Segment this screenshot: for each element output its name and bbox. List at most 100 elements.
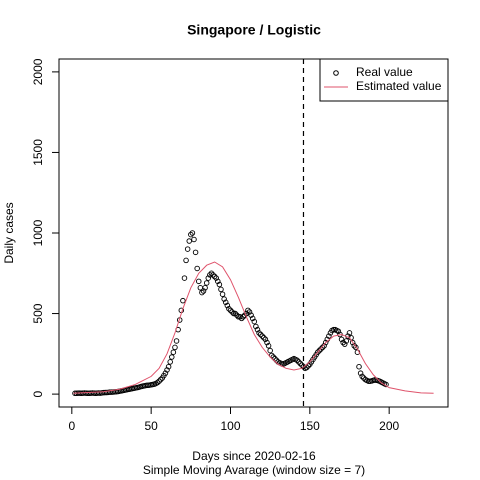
- data-point: [224, 302, 231, 309]
- data-point: [326, 333, 332, 339]
- data-point: [262, 336, 269, 343]
- data-point: [186, 238, 192, 244]
- data-point: [346, 330, 353, 336]
- data-point: [294, 357, 300, 364]
- legend-box: [319, 58, 449, 102]
- data-point: [221, 296, 227, 302]
- y-tick-label: 2000: [31, 58, 45, 85]
- data-point: [256, 330, 262, 336]
- data-line: [73, 261, 434, 394]
- plot-frame: [58, 58, 449, 408]
- data-point: [318, 346, 324, 352]
- data-point: [162, 370, 169, 376]
- data-point: [203, 280, 210, 286]
- data-point: [321, 343, 327, 349]
- data-point: [219, 291, 226, 297]
- data-point: [237, 314, 243, 320]
- data-point: [248, 312, 254, 318]
- data-point: [207, 272, 213, 278]
- data-point: [359, 373, 365, 380]
- data-point: [154, 379, 161, 386]
- data-point: [246, 309, 253, 315]
- data-point: [181, 275, 188, 281]
- data-point: [208, 270, 215, 277]
- y-axis-label: Daily cases: [2, 202, 16, 263]
- data-point: [249, 315, 256, 322]
- data-point: [213, 275, 219, 281]
- data-point: [222, 299, 229, 306]
- data-point: [192, 249, 199, 256]
- data-point: [267, 347, 273, 354]
- x-tick-label: 50: [144, 419, 158, 433]
- data-point: [297, 360, 304, 367]
- data-point: [165, 363, 172, 370]
- x-axis-label: Days since 2020-02-16: [192, 449, 316, 463]
- data-point: [184, 246, 191, 252]
- data-point: [229, 309, 235, 315]
- data-point: [351, 343, 358, 349]
- data-point: [261, 334, 267, 341]
- y-tick-label: 1000: [31, 219, 45, 246]
- data-point: [230, 310, 237, 317]
- data-point: [295, 359, 302, 365]
- x-tick-label: 150: [300, 419, 320, 433]
- data-point: [343, 338, 350, 344]
- legend-label: Real value: [356, 65, 413, 79]
- data-point: [210, 272, 216, 278]
- data-point: [341, 341, 348, 347]
- data-point: [299, 362, 305, 368]
- data-point: [335, 328, 342, 335]
- data-point: [265, 343, 272, 349]
- legend-label: Estimated value: [356, 79, 442, 93]
- data-point: [215, 278, 221, 285]
- chart-title: Singapore / Logistic: [187, 22, 321, 38]
- data-point: [257, 331, 264, 338]
- data-point: [218, 286, 224, 293]
- data-point: [173, 338, 180, 344]
- data-point: [240, 314, 246, 320]
- data-point: [330, 326, 337, 333]
- data-point: [216, 281, 223, 288]
- data-point: [189, 230, 196, 236]
- data-point: [199, 289, 205, 296]
- data-point: [349, 339, 356, 346]
- subtitle: Simple Moving Avarage (window size = 7): [143, 463, 365, 477]
- data-point: [226, 305, 232, 312]
- data-point: [191, 236, 197, 243]
- x-tick-label: 200: [379, 419, 399, 433]
- data-point: [227, 307, 234, 314]
- data-point: [180, 297, 186, 304]
- data-point: [234, 312, 240, 318]
- data-point: [353, 344, 359, 351]
- data-point: [264, 339, 270, 346]
- y-tick-label: 500: [31, 303, 45, 323]
- y-tick-label: 0: [31, 390, 45, 397]
- data-point: [340, 339, 346, 346]
- data-point: [156, 378, 162, 384]
- data-point: [211, 273, 218, 280]
- data-point: [172, 344, 178, 351]
- data-point: [356, 363, 362, 370]
- data-point: [188, 231, 194, 238]
- data-point: [183, 257, 189, 264]
- data-point: [245, 307, 251, 314]
- y-tick-label: 1500: [31, 139, 45, 166]
- data-point: [319, 344, 326, 351]
- data-point: [164, 367, 170, 373]
- data-point: [316, 347, 323, 354]
- data-point: [338, 336, 345, 343]
- data-point: [202, 285, 208, 291]
- data-point: [167, 359, 173, 365]
- data-point: [253, 323, 259, 330]
- data-point: [357, 370, 364, 376]
- legend-marker: [333, 70, 339, 76]
- x-tick-label: 100: [220, 419, 240, 433]
- x-tick-label: 0: [68, 419, 75, 433]
- data-point: [303, 364, 310, 371]
- data-point: [169, 354, 175, 360]
- data-point: [322, 339, 329, 346]
- data-point: [194, 265, 200, 272]
- data-point: [170, 349, 177, 355]
- data-point: [315, 349, 321, 355]
